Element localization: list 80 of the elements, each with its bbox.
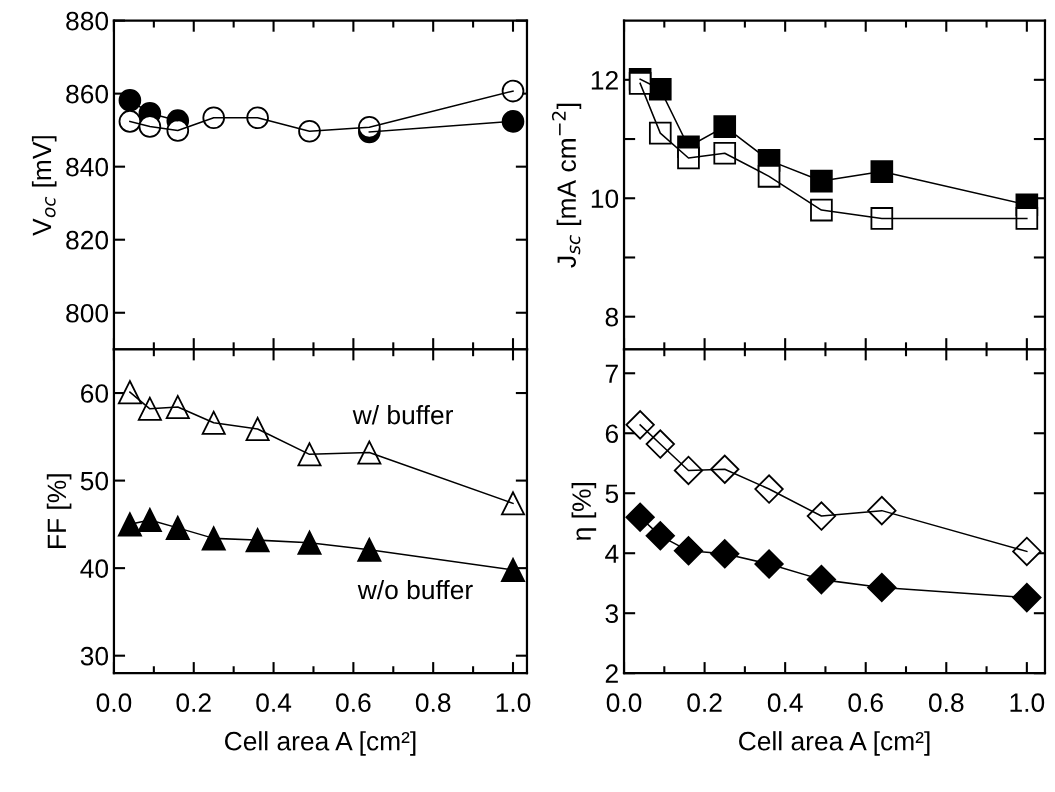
y-tick-label: 3 bbox=[605, 604, 619, 624]
point bbox=[137, 507, 162, 533]
y-tick-label: 4 bbox=[605, 544, 619, 563]
point bbox=[117, 512, 142, 537]
y-tick-label: 8 bbox=[605, 307, 619, 327]
point bbox=[757, 165, 781, 188]
point bbox=[867, 495, 897, 526]
y-tick-label: 30 bbox=[80, 646, 109, 666]
point bbox=[357, 440, 382, 465]
point bbox=[1012, 582, 1042, 613]
point bbox=[357, 537, 382, 562]
point bbox=[117, 380, 142, 405]
y-tick-label: 840 bbox=[66, 157, 109, 177]
point bbox=[297, 442, 322, 467]
point bbox=[677, 146, 700, 170]
y-axis-title: η [%] bbox=[571, 483, 597, 540]
y-tick-label: 880 bbox=[66, 11, 109, 31]
x-axis-title: Cell area A [cm²] bbox=[225, 731, 416, 756]
y-tick-label: 12 bbox=[591, 70, 618, 90]
y-axis-title: V$_{oc}$ [mV] bbox=[31, 136, 57, 236]
point bbox=[628, 72, 652, 95]
point bbox=[710, 539, 740, 569]
y-tick-label: 6 bbox=[605, 424, 619, 444]
point bbox=[648, 121, 672, 145]
x-tick-label: 0.4 bbox=[767, 693, 803, 713]
x-tick-label: 0.4 bbox=[256, 693, 292, 713]
x-tick-label: 1.0 bbox=[1010, 693, 1045, 713]
point bbox=[118, 88, 142, 112]
point bbox=[297, 530, 322, 555]
point bbox=[245, 528, 270, 553]
y-tick-label: 5 bbox=[605, 484, 619, 504]
point bbox=[165, 395, 190, 420]
point bbox=[500, 491, 526, 516]
y-axis-title: J$_{sc}$ [mA cm$^{−2}$] bbox=[551, 103, 582, 268]
x-tick-label: 0.2 bbox=[176, 693, 211, 713]
point bbox=[710, 454, 740, 484]
y-axis-title: FF [%] bbox=[46, 474, 72, 548]
point bbox=[501, 110, 525, 133]
point bbox=[245, 416, 270, 441]
point bbox=[1012, 536, 1042, 567]
point bbox=[201, 410, 226, 435]
point bbox=[648, 77, 672, 101]
point bbox=[165, 515, 190, 540]
point bbox=[625, 502, 655, 532]
point bbox=[867, 572, 897, 603]
point bbox=[625, 410, 655, 440]
point bbox=[870, 160, 894, 183]
y-tick-label: 800 bbox=[66, 303, 109, 323]
point bbox=[810, 169, 833, 193]
x-tick-label: 0.0 bbox=[606, 693, 642, 713]
x-tick-label: 0.2 bbox=[687, 693, 722, 713]
x-tick-label: 0.8 bbox=[415, 693, 451, 713]
y-tick-label: 2 bbox=[605, 664, 618, 683]
series-label: w/ buffer bbox=[352, 405, 453, 425]
point bbox=[645, 429, 675, 459]
y-tick-label: 10 bbox=[591, 189, 619, 209]
series-label: w/o buffer bbox=[357, 579, 473, 600]
point bbox=[713, 115, 737, 138]
point bbox=[806, 501, 837, 531]
point bbox=[673, 536, 704, 566]
x-axis-title: Cell area A [cm²] bbox=[739, 731, 930, 756]
y-tick-label: 820 bbox=[66, 230, 109, 250]
point bbox=[137, 396, 162, 421]
y-tick-label: 860 bbox=[66, 84, 109, 104]
point bbox=[806, 564, 837, 595]
point bbox=[201, 526, 226, 551]
y-tick-label: 7 bbox=[605, 364, 618, 383]
y-tick-label: 60 bbox=[81, 384, 109, 403]
x-tick-label: 0.0 bbox=[96, 693, 132, 713]
x-tick-label: 0.8 bbox=[928, 693, 964, 713]
x-tick-label: 0.6 bbox=[336, 693, 371, 713]
x-tick-label: 1.0 bbox=[496, 693, 531, 713]
x-tick-label: 0.6 bbox=[848, 693, 883, 713]
y-tick-label: 50 bbox=[80, 471, 109, 491]
point bbox=[645, 521, 675, 551]
point bbox=[754, 474, 784, 504]
y-tick-label: 40 bbox=[80, 559, 109, 578]
point bbox=[754, 549, 784, 579]
point bbox=[1015, 207, 1039, 230]
point bbox=[500, 557, 526, 582]
